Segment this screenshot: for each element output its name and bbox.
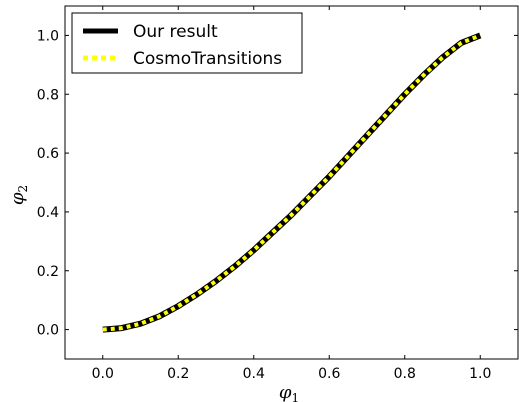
y-tick-label: 0.4 — [37, 205, 59, 221]
plot-area-frame — [64, 5, 519, 360]
series-layer — [102, 32, 482, 333]
y-axis-label: φ2 — [7, 185, 30, 205]
legend: Our result CosmoTransitions — [71, 12, 303, 74]
y-axis-symbol: φ — [7, 192, 28, 205]
x-tick-label: 0.2 — [167, 366, 189, 382]
x-tick-label: 0.6 — [318, 366, 340, 382]
y-tick-label: 0.2 — [37, 264, 59, 280]
x-tick-label: 0.0 — [92, 366, 114, 382]
ticks: 0.0 0.2 0.4 0.6 0.8 1.0 0.0 0.2 0.4 0.6 0.8 1.0 — [37, 6, 518, 382]
x-tick-label: 0.4 — [243, 366, 265, 382]
series-line-cosmotransitions — [102, 33, 482, 332]
y-tick-label: 0.6 — [37, 146, 59, 162]
y-tick-label: 1.0 — [37, 28, 59, 44]
x-axis-symbol: φ — [279, 382, 292, 402]
x-axis-subscript: 1 — [291, 391, 299, 402]
legend-label-our-result: Our result — [133, 22, 218, 42]
legend-box — [71, 12, 303, 74]
x-tick-label: 0.8 — [394, 366, 416, 382]
y-tick-label: 0.8 — [37, 87, 59, 103]
legend-label-cosmotransitions: CosmoTransitions — [133, 49, 282, 69]
x-tick-label: 1.0 — [469, 366, 491, 382]
series-line-our-result — [102, 32, 482, 333]
y-axis-subscript: 2 — [16, 185, 30, 193]
x-axis-label: φ1 — [279, 382, 299, 402]
y-tick-label: 0.0 — [37, 323, 59, 339]
